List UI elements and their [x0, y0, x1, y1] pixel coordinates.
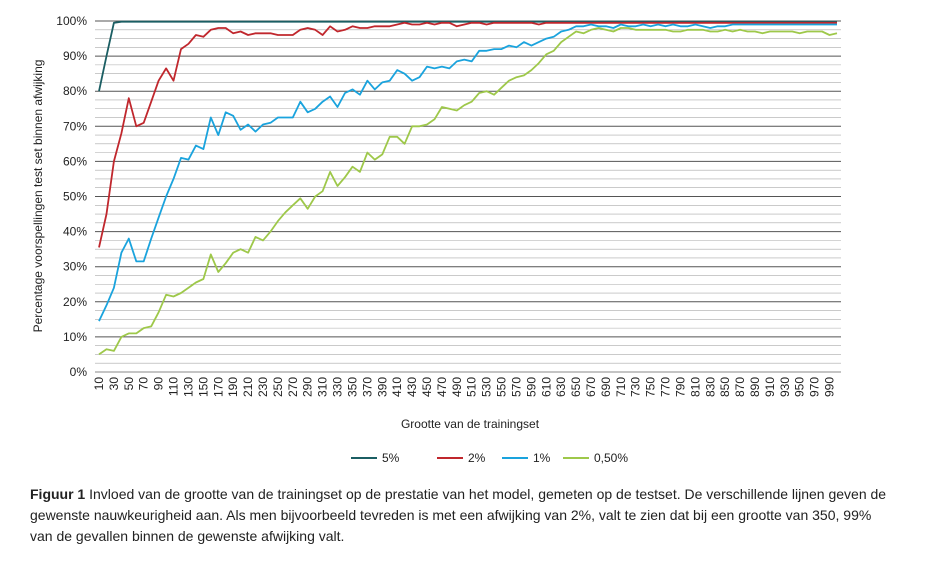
x-tick-label: 410 [390, 377, 404, 397]
line-chart: 0% 10% 20% 30% 40% 50% 60% 70% 80% 90% 100% 10 30 50… [31, 14, 841, 465]
x-tick-label: 450 [420, 377, 434, 397]
legend-label: 2% [468, 451, 486, 465]
caption-text: Invloed van de grootte van de trainingse… [30, 486, 887, 544]
y-tick-label: 100% [56, 14, 87, 28]
x-tick-label: 370 [360, 377, 374, 397]
x-tick-label: 50 [122, 377, 136, 391]
x-tick-label: 30 [107, 377, 121, 391]
x-tick-label: 910 [763, 377, 777, 397]
x-tick-label: 670 [584, 377, 598, 397]
x-tick-label: 790 [673, 377, 687, 397]
series-line-1 [98, 23, 837, 322]
x-tick-label: 510 [465, 377, 479, 397]
x-tick-label: 770 [659, 377, 673, 397]
x-tick-label: 630 [554, 377, 568, 397]
y-tick-label: 0% [70, 365, 88, 379]
y-tick-label: 70% [63, 119, 87, 133]
x-tick-label: 830 [703, 377, 717, 397]
x-tick-label: 990 [823, 377, 837, 397]
x-tick-label: 290 [301, 377, 315, 397]
x-tick-label: 810 [688, 377, 702, 397]
y-tick-labels: 0% 10% 20% 30% 40% 50% 60% 70% 80% 90% 100% [56, 14, 87, 379]
x-tick-label: 230 [256, 377, 270, 397]
x-tick-label: 70 [137, 377, 151, 391]
x-tick-label: 170 [211, 377, 225, 397]
y-tick-label: 90% [63, 49, 87, 63]
x-tick-label: 970 [808, 377, 822, 397]
figure-caption: Figuur 1 Invloed van de grootte van de t… [30, 484, 890, 547]
x-tick-label: 590 [524, 377, 538, 397]
y-tick-label: 40% [63, 225, 87, 239]
x-tick-label: 250 [271, 377, 285, 397]
x-tick-label: 530 [480, 377, 494, 397]
x-tick-label: 550 [495, 377, 509, 397]
y-tick-label: 30% [63, 260, 87, 274]
x-tick-label: 890 [748, 377, 762, 397]
x-tick-label: 730 [629, 377, 643, 397]
x-tick-label: 610 [539, 377, 553, 397]
x-tick-label: 10 [92, 377, 106, 391]
series-line-050 [98, 27, 838, 356]
series-lines [98, 20, 838, 356]
x-tick-label: 430 [405, 377, 419, 397]
y-tick-label: 50% [63, 190, 87, 204]
x-tick-label: 130 [181, 377, 195, 397]
x-tick-label: 310 [316, 377, 330, 397]
y-tick-label: 10% [63, 330, 87, 344]
x-tick-labels: 10 30 50 70 90 110 130 150 170 190 210 230 250 270 290… [92, 377, 837, 397]
x-tick-label: 150 [196, 377, 210, 397]
x-tick-label: 190 [226, 377, 240, 397]
x-tick-label: 930 [778, 377, 792, 397]
series-line-2 [98, 21, 837, 248]
x-tick-label: 350 [345, 377, 359, 397]
legend-label: 0,50% [594, 451, 628, 465]
x-tick-label: 90 [152, 377, 166, 391]
x-tick-label: 650 [569, 377, 583, 397]
y-tick-label: 20% [63, 295, 87, 309]
x-tick-label: 870 [733, 377, 747, 397]
y-tick-label: 60% [63, 154, 87, 168]
y-axis-label: Percentage voorspellingen test set binne… [31, 60, 45, 333]
legend-label: 1% [533, 451, 551, 465]
series-line-5 [98, 20, 837, 92]
caption-label: Figuur 1 [30, 486, 86, 502]
legend-label: 5% [382, 451, 400, 465]
x-tick-label: 950 [793, 377, 807, 397]
x-tick-label: 490 [450, 377, 464, 397]
x-tick-label: 110 [167, 377, 181, 396]
x-tick-label: 270 [286, 377, 300, 397]
x-tick-label: 710 [614, 377, 628, 397]
x-tick-label: 390 [375, 377, 389, 397]
x-tick-label: 330 [331, 377, 345, 397]
x-tick-label: 750 [644, 377, 658, 397]
x-tick-label: 570 [509, 377, 523, 397]
x-axis-label: Grootte van de trainingset [401, 417, 540, 431]
gridlines [95, 20, 841, 364]
x-tick-label: 470 [435, 377, 449, 397]
x-tick-label: 210 [241, 377, 255, 397]
x-tick-label: 850 [718, 377, 732, 397]
y-tick-label: 80% [63, 84, 87, 98]
legend: 5% 2% 1% 0,50% [351, 451, 628, 465]
x-tick-label: 690 [599, 377, 613, 397]
